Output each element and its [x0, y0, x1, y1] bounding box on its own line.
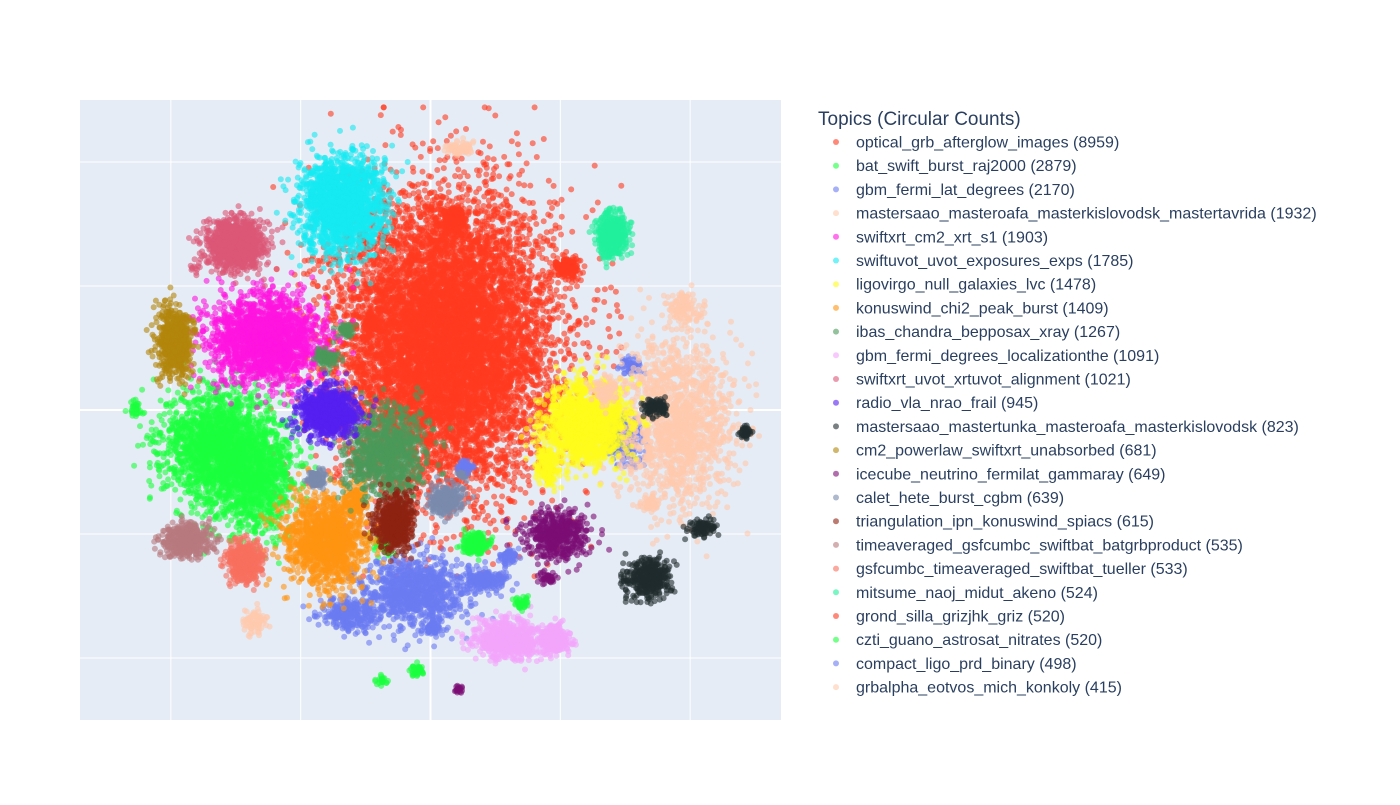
scatter-point: [270, 184, 276, 190]
scatter-point: [333, 465, 339, 471]
scatter-point: [316, 294, 322, 300]
scatter-point: [412, 145, 418, 151]
scatter-point: [615, 308, 621, 314]
scatter-point: [420, 169, 426, 175]
scatter-point: [566, 350, 572, 356]
scatter-point: [549, 334, 555, 340]
scatter-point: [437, 157, 443, 163]
scatter-point: [485, 513, 491, 519]
scatter-point: [333, 455, 339, 461]
scatter-point: [455, 167, 461, 173]
scatter-point: [448, 546, 454, 552]
scatter-point: [451, 534, 457, 540]
scatter-point: [438, 539, 444, 545]
scatter-point: [558, 232, 564, 238]
scatter-point: [583, 322, 589, 328]
scatter-point: [597, 345, 603, 351]
scatter-point: [479, 504, 485, 510]
scatter-point: [516, 181, 522, 187]
scatter-point: [551, 351, 557, 357]
scatter-point: [512, 470, 518, 476]
scatter-point: [382, 142, 388, 148]
scatter-point: [557, 294, 563, 300]
scatter-point: [549, 205, 555, 211]
scatter-point: [443, 536, 449, 542]
scatter-point: [448, 133, 454, 139]
scatter-point: [480, 139, 486, 145]
scatter-point: [420, 180, 426, 186]
scatter-point: [491, 156, 497, 162]
scatter-point: [618, 183, 624, 189]
scatter-point: [438, 186, 444, 192]
scatter-point: [446, 189, 452, 195]
scatter-point: [463, 126, 469, 132]
scatter-point: [341, 273, 347, 279]
scatter-point: [540, 487, 546, 493]
scatter-point: [565, 313, 571, 319]
scatter-point: [313, 453, 319, 459]
scatter-point: [506, 478, 512, 484]
scatter-point: [496, 173, 502, 179]
scatter-point: [493, 527, 499, 533]
scatter-point: [499, 493, 505, 499]
scatter-point: [575, 332, 581, 338]
scatter-point: [504, 525, 510, 531]
scatter-point: [559, 197, 565, 203]
scatter-point: [557, 338, 563, 344]
scatter-point: [618, 314, 624, 320]
scatter-point: [526, 482, 532, 488]
scatter-point: [435, 145, 441, 151]
scatter-point: [490, 561, 496, 567]
scatter-point: [583, 315, 589, 321]
scatter-point: [445, 182, 451, 188]
scatter-point: [476, 487, 482, 493]
scatter-point: [551, 236, 557, 242]
scatter-point: [514, 130, 520, 136]
scatter-point: [348, 374, 354, 380]
scatter-point: [477, 168, 483, 174]
scatter-point: [485, 155, 491, 161]
scatter-point: [532, 104, 538, 110]
scatter-point: [493, 164, 499, 170]
scatter-point: [434, 167, 440, 173]
scatter-point: [471, 515, 477, 521]
scatter-point: [546, 178, 552, 184]
scatter-point: [521, 515, 527, 521]
scatter-point: [551, 183, 557, 189]
scatter-point: [601, 299, 607, 305]
scatter-point: [504, 187, 510, 193]
scatter-point: [430, 138, 436, 144]
scatter-point: [530, 253, 536, 259]
scatter-point: [541, 136, 547, 142]
scatter-point: [521, 182, 527, 188]
scatter-point: [534, 154, 540, 160]
scatter-point: [441, 165, 447, 171]
scatter-point: [436, 119, 442, 125]
scatter-point: [553, 222, 559, 228]
scatter-point: [517, 486, 523, 492]
scatter-point: [529, 247, 535, 253]
scatter-point: [515, 141, 521, 147]
scatter-point: [572, 304, 578, 310]
scatter-point: [524, 160, 530, 166]
scatter-point: [533, 221, 539, 227]
scatter-point: [605, 326, 611, 332]
scatter-point: [606, 313, 612, 319]
scatter-point: [501, 154, 507, 160]
